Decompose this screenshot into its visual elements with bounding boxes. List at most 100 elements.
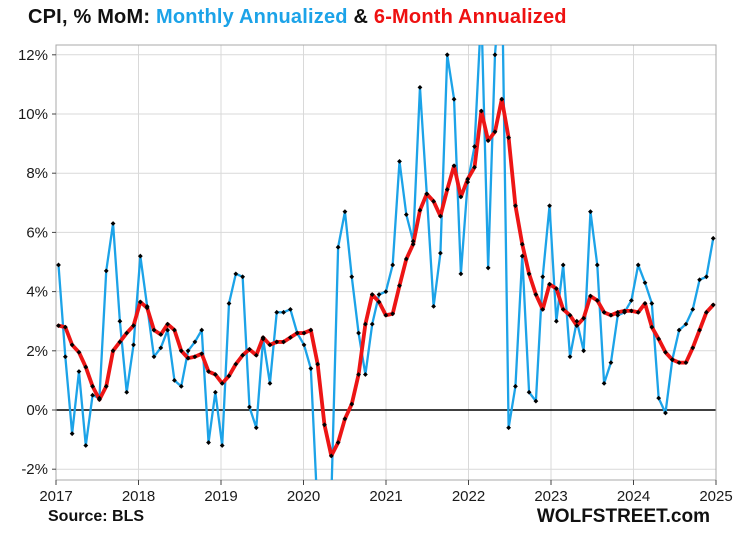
data-point-marker	[253, 352, 259, 358]
data-point-marker	[192, 339, 198, 345]
data-point-marker	[294, 330, 300, 336]
data-point-marker	[226, 373, 232, 379]
data-point-marker	[369, 321, 375, 327]
data-point-marker	[253, 425, 259, 431]
data-point-marker	[410, 238, 416, 244]
data-point-marker	[103, 383, 109, 389]
data-point-marker	[697, 277, 702, 283]
data-point-marker	[287, 335, 293, 340]
data-point-marker	[83, 443, 89, 448]
data-point-marker	[117, 318, 123, 324]
y-axis-label: 6%	[26, 224, 48, 241]
data-point-marker	[69, 342, 75, 348]
data-point-marker	[131, 323, 136, 329]
data-point-marker	[151, 327, 157, 333]
data-point-marker	[335, 440, 341, 445]
data-point-marker	[403, 256, 409, 262]
data-point-marker	[56, 262, 61, 268]
data-point-marker	[281, 339, 286, 345]
data-point-marker	[465, 176, 471, 182]
data-point-marker	[478, 108, 484, 114]
data-point-marker	[390, 311, 396, 317]
data-point-marker	[458, 271, 464, 277]
data-point-marker	[690, 345, 696, 351]
data-point-marker	[137, 299, 143, 305]
brand-label: WOLFSTREET.com	[536, 506, 710, 527]
y-axis-label: 2%	[26, 343, 48, 360]
data-point-marker	[287, 306, 293, 312]
data-point-marker	[588, 209, 593, 215]
data-point-marker	[472, 164, 477, 170]
data-point-marker	[301, 330, 307, 336]
data-point-marker	[212, 372, 218, 377]
y-axis-label: 8%	[26, 165, 48, 182]
data-point-marker	[581, 315, 587, 321]
data-point-marker	[492, 129, 498, 135]
data-point-marker	[683, 360, 689, 366]
data-point-marker	[349, 401, 355, 407]
data-point-marker	[356, 330, 361, 336]
data-point-marker	[526, 271, 532, 277]
data-point-marker	[83, 364, 89, 370]
data-point-marker	[90, 392, 95, 398]
data-point-marker	[540, 306, 546, 312]
data-point-marker	[424, 191, 430, 197]
source-label: Source: BLS	[48, 508, 145, 525]
data-point-marker	[431, 198, 436, 204]
data-point-marker	[233, 361, 239, 367]
data-point-marker	[137, 253, 143, 259]
data-point-marker	[628, 298, 634, 303]
data-point-marker	[328, 453, 334, 459]
data-point-marker	[499, 96, 505, 102]
data-point-marker	[376, 299, 382, 305]
data-point-marker	[485, 265, 491, 271]
data-point-marker	[656, 336, 662, 342]
data-point-marker	[410, 241, 416, 247]
data-point-marker	[383, 289, 389, 294]
data-point-marker	[513, 203, 518, 209]
data-point-marker	[219, 380, 225, 386]
data-point-marker	[601, 309, 607, 315]
data-point-marker	[526, 389, 532, 395]
data-point-marker	[390, 262, 396, 268]
data-point-marker	[206, 440, 211, 445]
chart-title-prefix: CPI, % MoM:	[28, 6, 156, 28]
data-point-marker	[574, 318, 580, 324]
data-point-marker	[608, 360, 614, 366]
data-point-marker	[240, 274, 246, 280]
data-point-marker	[69, 431, 75, 437]
data-point-marker	[697, 327, 702, 333]
data-point-marker	[240, 352, 246, 358]
data-point-marker	[710, 302, 716, 308]
data-point-marker	[506, 425, 512, 431]
data-point-marker	[62, 324, 68, 330]
data-point-marker	[97, 397, 102, 403]
data-point-marker	[472, 144, 477, 149]
data-point-marker	[635, 262, 641, 268]
data-point-marker	[315, 361, 321, 367]
data-point-marker	[172, 327, 177, 333]
x-axis-label: 2023	[534, 488, 567, 505]
y-axis-label: 10%	[18, 106, 48, 123]
data-point-marker	[438, 250, 443, 256]
data-point-marker	[594, 298, 600, 303]
data-point-marker	[226, 301, 232, 306]
data-point-marker	[349, 274, 355, 280]
data-point-marker	[110, 348, 116, 354]
data-point-marker	[704, 274, 709, 280]
data-point-marker	[649, 301, 655, 306]
data-point-marker	[369, 292, 375, 297]
data-point-marker	[315, 511, 320, 516]
data-point-marker	[158, 332, 164, 337]
data-point-marker	[397, 283, 402, 289]
data-point-marker	[710, 235, 716, 241]
data-point-marker	[260, 335, 266, 340]
data-point-marker	[212, 389, 218, 395]
data-point-marker	[342, 209, 348, 215]
data-point-marker	[192, 354, 198, 360]
data-point-marker	[274, 339, 280, 345]
y-axis-label: 4%	[26, 284, 48, 301]
data-point-marker	[103, 268, 109, 274]
